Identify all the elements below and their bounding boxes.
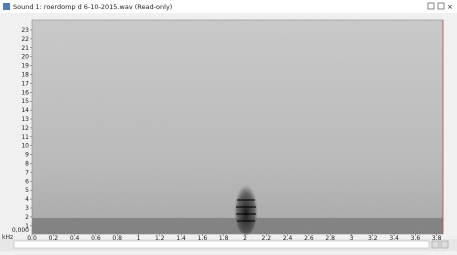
x-tick-label: 0.4 (70, 235, 80, 242)
window-title: Sound 1: roerdomp d 6-10-2015.wav (Read-… (13, 3, 172, 11)
y-tick-label: 8 (25, 161, 29, 168)
y-tick-label: 12 (21, 125, 29, 132)
x-tick-label: 3.4 (389, 235, 399, 242)
y-zero-label: 0,000 (12, 227, 29, 234)
x-tick-label: 2.6 (304, 235, 314, 242)
y-tick-label: 3 (25, 205, 29, 212)
y-unit-label: kHz (2, 234, 13, 241)
x-tick-label: 3.2 (368, 235, 378, 242)
x-tick-label: 3.8 (432, 235, 442, 242)
y-tick-label: 9 (25, 152, 29, 159)
zoom-button[interactable] (441, 241, 448, 248)
scroll-right-button[interactable] (432, 241, 439, 248)
y-tick-label: 22 (21, 36, 29, 43)
x-tick-label: 2 (243, 235, 247, 242)
y-tick-label: 7 (25, 169, 29, 176)
y-tick-label: 10 (21, 143, 29, 150)
x-tick-label: 2.2 (262, 235, 272, 242)
x-tick-label: 0.8 (112, 235, 122, 242)
y-tick-label: 19 (21, 63, 29, 70)
y-tick-label: 4 (25, 196, 29, 203)
x-tick-label: 0.0 (27, 235, 37, 242)
x-tick-label: 1.8 (219, 235, 229, 242)
app-window: Sound 1: roerdomp d 6-10-2015.wav (Read-… (0, 0, 457, 251)
y-tick-label: 5 (25, 187, 29, 194)
y-tick-label: 6 (25, 178, 29, 185)
y-tick-label: 15 (21, 98, 29, 105)
x-tick-label: 0.2 (49, 235, 59, 242)
x-tick-label: 3.6 (411, 235, 421, 242)
spectrogram (32, 20, 443, 235)
x-tick-label: 2.4 (283, 235, 293, 242)
x-tick-label: 1 (137, 235, 141, 242)
x-tick-label: 1.6 (198, 235, 208, 242)
y-tick-label: 17 (21, 80, 29, 87)
y-tick-label: 2 (25, 214, 29, 221)
scroll-track[interactable] (14, 241, 429, 248)
x-tick-label: 2.8 (325, 235, 335, 242)
close-button[interactable]: × (447, 3, 453, 11)
x-tick-label: 1.2 (155, 235, 165, 242)
y-tick-label: 13 (21, 116, 29, 123)
y-tick-label: 11 (21, 134, 29, 141)
y-tick-label: 18 (21, 72, 29, 79)
x-tick-label: 3 (350, 235, 354, 242)
y-tick-label: 23 (21, 27, 29, 34)
y-tick-label: 16 (21, 89, 29, 96)
window-icon (3, 3, 10, 10)
y-tick-label: 20 (21, 54, 29, 61)
x-tick-label: 1.4 (176, 235, 186, 242)
x-tick-label: 0.6 (91, 235, 101, 242)
y-tick-label: 21 (21, 45, 29, 52)
y-tick-label: 14 (21, 107, 29, 114)
